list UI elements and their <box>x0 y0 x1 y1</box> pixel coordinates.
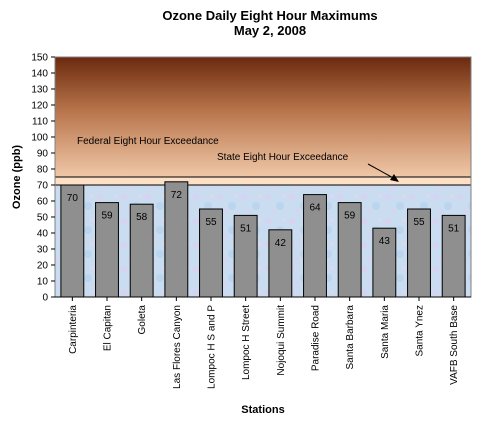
annotation-arrow-head <box>390 174 399 182</box>
data-label: 70 <box>67 193 79 204</box>
plot-area: 0 10 20 30 40 50 60 70 80 90 100 110 120 130 140 150 70 C… <box>31 53 472 389</box>
data-label: 51 <box>448 223 460 234</box>
data-label: 51 <box>240 223 252 234</box>
data-label: 59 <box>101 211 113 222</box>
category-label: Carpinteria <box>68 305 79 354</box>
data-label: 59 <box>344 211 356 222</box>
category-label: Santa Barbara <box>345 305 356 370</box>
data-label: 72 <box>171 190 183 201</box>
y-tick-label: 60 <box>37 197 49 208</box>
y-tick-label: 10 <box>37 277 49 288</box>
y-tick-label: 80 <box>37 165 49 176</box>
category-label: Nojoqui Summit <box>276 305 287 376</box>
y-tick-label: 150 <box>31 53 48 64</box>
state-exceedance-annotation: State Eight Hour Exceedance <box>217 152 349 163</box>
data-label: 42 <box>275 238 287 249</box>
y-tick-label: 140 <box>31 69 48 80</box>
category-label: Lompoc H S and P <box>207 305 218 389</box>
category-label: Las Flores Canyon <box>172 305 183 389</box>
y-axis-label: Ozone (ppb) <box>11 145 23 209</box>
y-tick-label: 110 <box>32 117 48 128</box>
category-label: Goleta <box>137 305 148 335</box>
y-tick-label: 100 <box>31 133 48 144</box>
y-tick-label: 40 <box>37 229 49 240</box>
data-label: 58 <box>136 212 148 223</box>
category-label: Santa Maria <box>380 305 391 359</box>
y-tick-label: 20 <box>37 261 49 272</box>
federal-exceedance-annotation: Federal Eight Hour Exceedance <box>77 136 219 147</box>
category-label: Paradise Road <box>311 305 322 371</box>
y-tick-label: 90 <box>37 149 49 160</box>
y-tick-label: 0 <box>42 293 48 304</box>
category-label: Santa Ynez <box>415 305 426 357</box>
y-tick-label: 120 <box>31 101 48 112</box>
data-label: 64 <box>309 203 321 214</box>
chart-subtitle: May 2, 2008 <box>234 23 306 38</box>
federal-exceedance-band <box>55 57 471 177</box>
y-tick-label: 130 <box>31 85 48 96</box>
state-exceedance-band <box>55 177 471 185</box>
data-label: 43 <box>379 236 391 247</box>
x-axis-label: Stations <box>241 404 284 416</box>
category-label: VAFB South Base <box>449 305 460 385</box>
chart-title: Ozone Daily Eight Hour Maximums <box>162 8 377 23</box>
data-label: 55 <box>413 217 425 228</box>
y-tick-label: 50 <box>37 213 49 224</box>
y-tick-label: 70 <box>37 181 49 192</box>
category-label: Lompoc H Street <box>241 305 252 380</box>
clean-band <box>55 185 471 297</box>
y-tick-label: 30 <box>37 245 49 256</box>
data-label: 55 <box>205 217 217 228</box>
category-label: El Capitan <box>103 305 114 351</box>
